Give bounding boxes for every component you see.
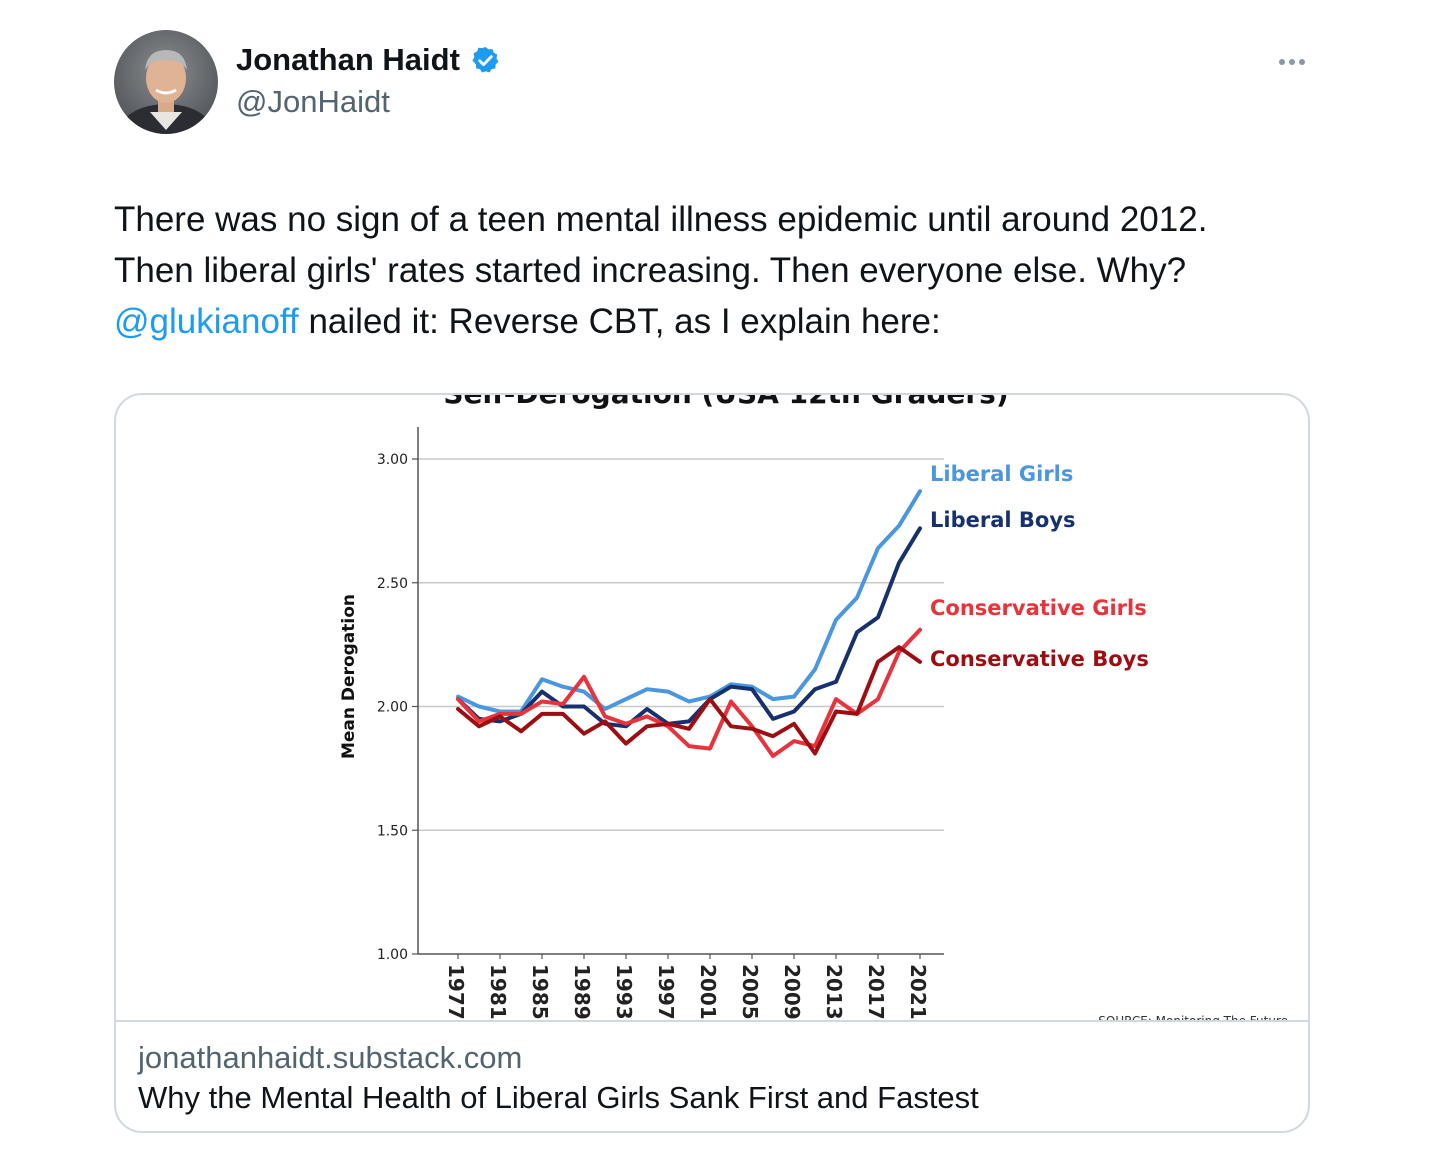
source-note: SOURCE: Monitoring The Future	[1098, 1014, 1288, 1020]
avatar[interactable]	[114, 30, 218, 134]
verified-badge-icon	[470, 45, 501, 76]
mention-link[interactable]: @glukianoff	[114, 302, 299, 341]
y-tick-label: 2.50	[377, 576, 408, 592]
series-line-liberal-boys	[456, 526, 922, 729]
link-card[interactable]: Self-Derogation (USA 12th Graders) 1.00 1.…	[114, 393, 1310, 1133]
x-tick-label: 1989	[570, 964, 594, 1020]
author-name[interactable]: Jonathan Haidt	[236, 42, 460, 77]
y-tick-label: 1.00	[377, 947, 408, 963]
y-axis-label: Mean Derogation	[339, 594, 359, 759]
series-label: Conservative Boys	[930, 647, 1149, 671]
x-tick-label: 1993	[612, 964, 636, 1020]
author-handle[interactable]: @JonHaidt	[236, 84, 390, 119]
card-title: Why the Mental Health of Liberal Girls S…	[138, 1080, 979, 1115]
chart-svg: Self-Derogation (USA 12th Graders) 1.00 1.…	[339, 395, 1288, 1020]
author-name-row[interactable]: Jonathan Haidt	[236, 42, 501, 78]
series-line-conservative-boys	[456, 645, 922, 756]
x-tick-label: 1981	[486, 964, 510, 1020]
series-label: Conservative Girls	[930, 596, 1147, 620]
series-label: Liberal Girls	[930, 462, 1073, 486]
x-tick-label: 2013	[822, 964, 846, 1020]
x-tick-label: 2017	[864, 964, 888, 1020]
x-tick-label: 1977	[444, 964, 468, 1020]
tweet-text: There was no sign of a teen mental illne…	[114, 194, 1344, 347]
chart-image: Self-Derogation (USA 12th Graders) 1.00 1.…	[116, 395, 1308, 1020]
more-horizontal-icon[interactable]	[1272, 48, 1312, 76]
series-line-conservative-girls	[456, 627, 922, 758]
card-footer[interactable]: jonathanhaidt.substack.com Why the Menta…	[116, 1020, 1308, 1131]
tweet-text-line: There was no sign of a teen mental illne…	[114, 200, 1208, 239]
series-label: Liberal Boys	[930, 508, 1076, 532]
y-tick-label: 1.50	[377, 823, 408, 839]
chart-title: Self-Derogation (USA 12th Graders)	[443, 395, 1008, 410]
tweet-text-line: Then liberal girls' rates started increa…	[114, 251, 1187, 290]
x-tick-label: 1997	[654, 964, 678, 1020]
x-tick-label: 1985	[528, 964, 552, 1020]
x-tick-label: 2021	[906, 964, 930, 1020]
y-tick-label: 3.00	[377, 452, 408, 468]
card-domain: jonathanhaidt.substack.com	[138, 1040, 523, 1075]
x-tick-label: 2009	[780, 964, 804, 1020]
x-tick-label: 2005	[738, 964, 762, 1020]
y-tick-label: 2.00	[377, 700, 408, 716]
x-tick-label: 2001	[696, 964, 720, 1020]
series-line-liberal-girls	[456, 489, 922, 714]
tweet-text-line: @glukianoff nailed it: Reverse CBT, as I…	[114, 296, 1344, 347]
tweet-text-fragment: nailed it: Reverse CBT, as I explain her…	[298, 302, 941, 341]
